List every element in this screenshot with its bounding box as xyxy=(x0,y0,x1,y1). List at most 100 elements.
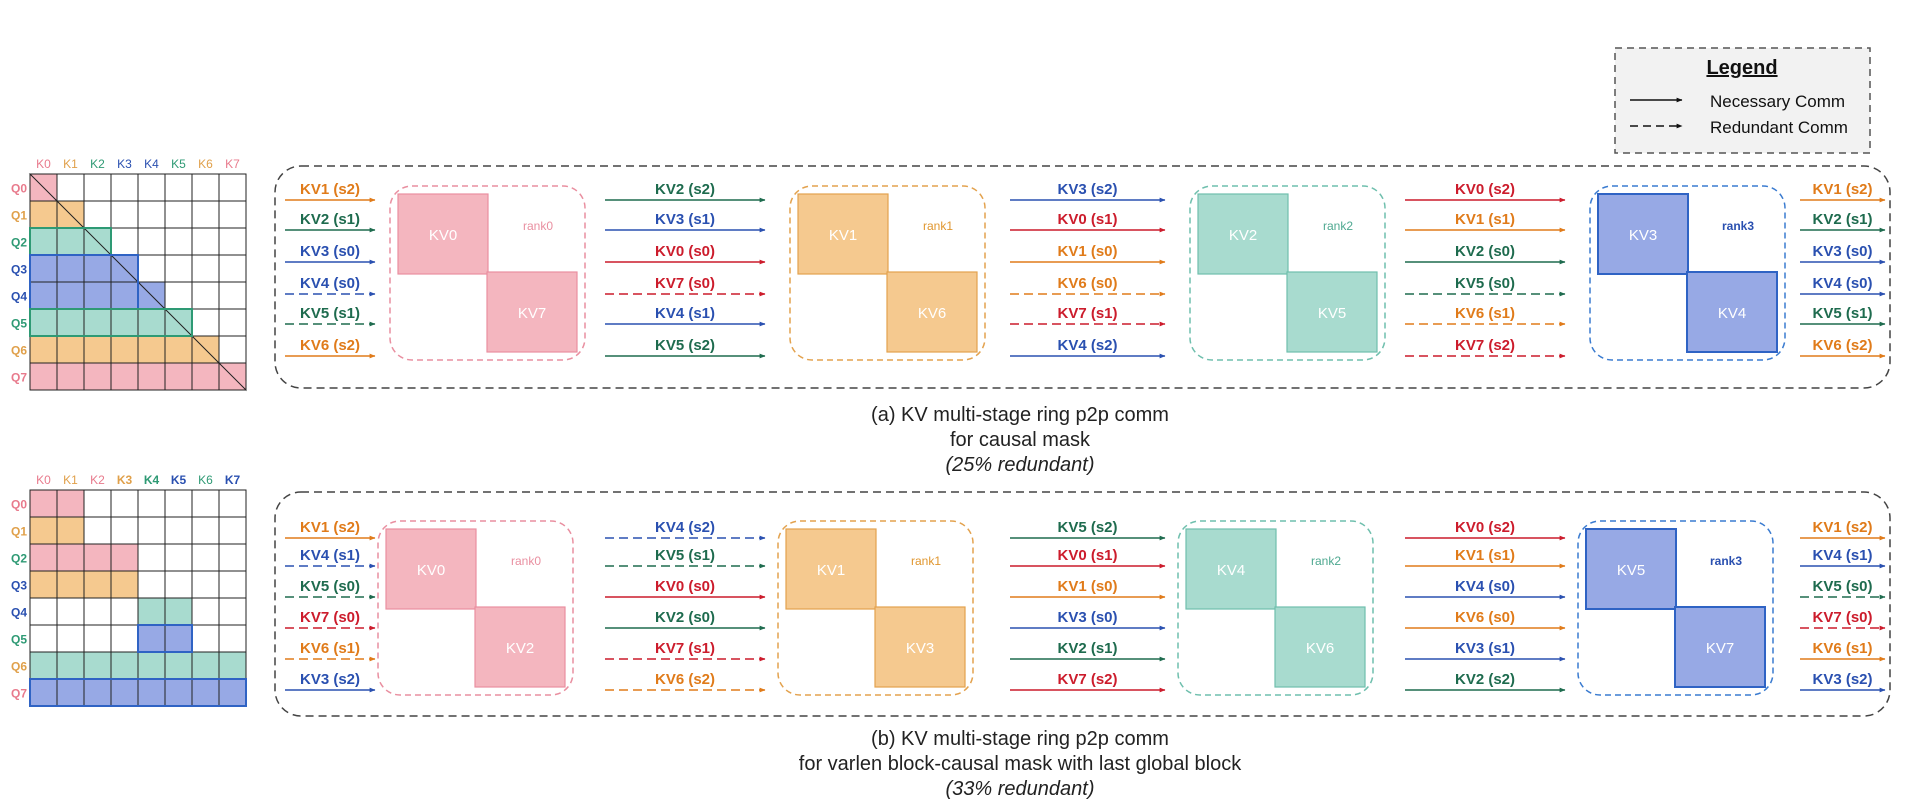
panel_b-comm-label-3-4: KV3 (s1) xyxy=(1455,640,1515,657)
panel_b-kv-top-label-2: KV4 xyxy=(1217,562,1245,579)
panel_b-col-label: K6 xyxy=(198,473,213,487)
panel_a-row-label: Q6 xyxy=(11,344,27,358)
panel_a-col-label: K6 xyxy=(198,157,213,171)
panel_a-comm-label-3-4: KV6 (s1) xyxy=(1455,305,1515,322)
panel_a-cell-1-7 xyxy=(218,200,247,229)
panel_a-comm-label-2-3: KV6 (s0) xyxy=(1057,275,1117,292)
panel_a-cell-4-3 xyxy=(110,281,139,310)
panel_b-comm-label-4-2: KV5 (s0) xyxy=(1812,578,1872,595)
panel_a-comm-label-3-1: KV1 (s1) xyxy=(1455,211,1515,228)
panel_b-kv-block-bottom-2 xyxy=(1274,606,1366,688)
panel_b-cell-6-6 xyxy=(191,651,220,680)
panel_b-cell-7-4 xyxy=(137,678,166,707)
panel_b-comm-label-1-5: KV6 (s2) xyxy=(655,671,715,688)
panel_a-rank-label-0: rank0 xyxy=(523,219,553,233)
panel_a-cell-0-1 xyxy=(56,173,85,202)
panel_b-comm-label-4-0: KV1 (s2) xyxy=(1812,519,1872,536)
panel_b-cell-1-2 xyxy=(83,516,112,545)
panel_b-cell-2-1 xyxy=(56,543,85,572)
panel_b-cell-1-6 xyxy=(191,516,220,545)
panel-b: K0 K1 K2 K3 K4 K5 K6 K7 Q0 Q1 Q2 Q3 Q4 Q5 Q6 Q7 KV1 (s2)… xyxy=(11,473,1891,717)
panel_b-comm-label-3-5: KV2 (s2) xyxy=(1455,671,1515,688)
panel_b-cell-5-1 xyxy=(56,624,85,653)
panel_a-cell-5-6 xyxy=(191,308,220,337)
panel_a-comm-label-2-1: KV0 (s1) xyxy=(1057,211,1117,228)
panel_a-comm-label-3-2: KV2 (s0) xyxy=(1455,243,1515,260)
panel_a-cell-1-2 xyxy=(83,200,112,229)
panel_a-cell-1-3 xyxy=(110,200,139,229)
panel_a-comm-label-1-4: KV4 (s1) xyxy=(655,305,715,322)
panel_b-cell-7-5 xyxy=(164,678,193,707)
panel_a-cell-6-1 xyxy=(56,335,85,364)
panel_a-rank-box-2 xyxy=(1189,185,1386,361)
panel_b-cell-1-0 xyxy=(29,516,58,545)
panel_b-row-label: Q2 xyxy=(11,552,27,566)
panel_b-cell-0-0 xyxy=(29,489,58,518)
panel_b-col-label: K1 xyxy=(63,473,78,487)
panel_a-cell-2-1 xyxy=(56,227,85,256)
panel_a-col-label: K7 xyxy=(225,157,240,171)
panel_a-comm-label-0-5: KV6 (s2) xyxy=(300,337,360,354)
panel_b-kv-top-label-0: KV0 xyxy=(417,562,445,579)
panel_a-cell-7-0 xyxy=(29,362,58,391)
panel_a-col-label: K0 xyxy=(36,157,51,171)
panel_b-comm-label-0-3: KV7 (s0) xyxy=(300,609,360,626)
panel_a-col-label: K3 xyxy=(117,157,132,171)
panel_b-cell-7-6 xyxy=(191,678,220,707)
panel_b-comm-label-2-4: KV2 (s1) xyxy=(1057,640,1117,657)
panel_a-cell-7-3 xyxy=(110,362,139,391)
panel_b-comm-label-0-2: KV5 (s0) xyxy=(300,578,360,595)
panel_a-cell-7-2 xyxy=(83,362,112,391)
panel_b-rank-box-1 xyxy=(777,520,974,696)
panel_a-cell-0-6 xyxy=(191,173,220,202)
legend-title: Legend xyxy=(1706,57,1777,79)
panel_b-rank-box-2 xyxy=(1177,520,1374,696)
panel_a-comm-label-1-2: KV0 (s0) xyxy=(655,243,715,260)
panel_a-cell-1-0 xyxy=(29,200,58,229)
panel_a-cell-2-6 xyxy=(191,227,220,256)
panel_b-comm-label-0-4: KV6 (s1) xyxy=(300,640,360,657)
panel_a-cell-3-5 xyxy=(164,254,193,283)
panel_a-cell-3-1 xyxy=(56,254,85,283)
panel_a-cell-7-4 xyxy=(137,362,166,391)
panel_a-kv-bottom-label-1: KV6 xyxy=(918,305,946,322)
panel_b-kv-bottom-label-1: KV3 xyxy=(906,640,934,657)
panel_b-cell-6-7 xyxy=(218,651,247,680)
panel_b-comm-label-3-3: KV6 (s0) xyxy=(1455,609,1515,626)
panel_a-comm-label-2-0: KV3 (s2) xyxy=(1057,181,1117,198)
panel_a-comm-label-4-2: KV3 (s0) xyxy=(1812,243,1872,260)
panel_b-cell-3-7 xyxy=(218,570,247,599)
panel_b-cell-3-5 xyxy=(164,570,193,599)
panel_a-comm-label-3-3: KV5 (s0) xyxy=(1455,275,1515,292)
caption-a-line1: (a) KV multi-stage ring p2p comm xyxy=(871,404,1169,426)
panel_b-cell-4-3 xyxy=(110,597,139,626)
panel_a-cell-6-2 xyxy=(83,335,112,364)
panel_a-comm-label-4-0: KV1 (s2) xyxy=(1812,181,1872,198)
panel_a-cell-7-1 xyxy=(56,362,85,391)
caption-a-line3: (25% redundant) xyxy=(945,454,1095,476)
panel_a-cell-5-0 xyxy=(29,308,58,337)
panel_a-kv-block-top-2 xyxy=(1197,193,1289,275)
panel_b-cell-7-7 xyxy=(218,678,247,707)
panel_a-outline-q5 xyxy=(29,308,193,337)
panel_b-comm-label-4-1: KV4 (s1) xyxy=(1812,547,1872,564)
panel_a-cell-5-7 xyxy=(218,308,247,337)
panel_b-col-label: K0 xyxy=(36,473,51,487)
panel_b-rank-box-0 xyxy=(377,520,574,696)
panel_b-cell-0-7 xyxy=(218,489,247,518)
panel_a-kv-top-label-2: KV2 xyxy=(1229,227,1257,244)
panel_a-cell-4-0 xyxy=(29,281,58,310)
panel_a-cell-4-2 xyxy=(83,281,112,310)
panel_a-cell-0-4 xyxy=(137,173,166,202)
panel_b-cell-5-4 xyxy=(137,624,166,653)
panel_b-col-label: K2 xyxy=(90,473,105,487)
panel_b-cell-2-5 xyxy=(164,543,193,572)
panel_b-comm-label-1-1: KV5 (s1) xyxy=(655,547,715,564)
panel_b-cell-1-7 xyxy=(218,516,247,545)
panel_a-col-label: K1 xyxy=(63,157,78,171)
panel_a-kv-bottom-label-0: KV7 xyxy=(518,305,546,322)
panel_b-cell-2-6 xyxy=(191,543,220,572)
panel_b-cell-2-7 xyxy=(218,543,247,572)
panel_b-cell-4-7 xyxy=(218,597,247,626)
